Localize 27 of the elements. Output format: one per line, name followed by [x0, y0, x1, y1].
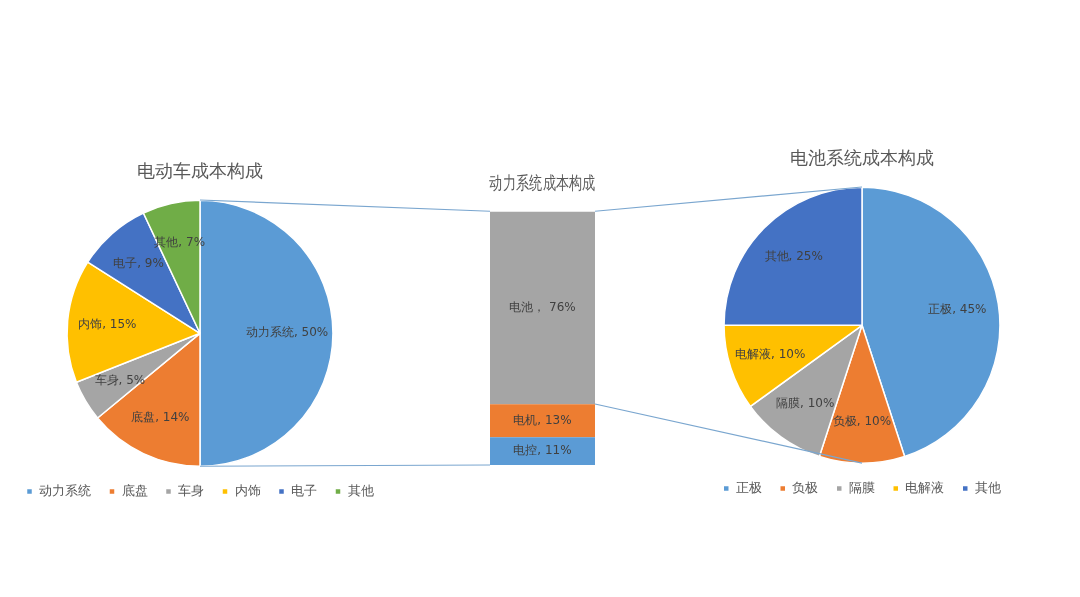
legend-label: 动力系统 — [39, 482, 91, 498]
legend-label: 底盘 — [121, 482, 148, 498]
legend-label: 其他 — [974, 479, 1001, 495]
data-label: 内饰, 15% — [78, 316, 137, 331]
legend-label: 负极 — [792, 479, 819, 495]
data-label: 电子, 9% — [113, 255, 164, 270]
data-label: 车身, 5% — [94, 372, 146, 387]
data-label: 电池， 76% — [509, 300, 576, 315]
chart-title: 动力系统成本构成 — [489, 172, 596, 195]
data-label: 电机, 13% — [513, 412, 572, 427]
data-label: 负极, 10% — [832, 413, 892, 428]
data-label: 电控, 11% — [513, 443, 572, 458]
data-label: 动力系统, 50% — [245, 325, 329, 340]
chart-title: 电池系统成本构成 — [790, 147, 934, 169]
legend-label: 电子 — [291, 482, 317, 498]
data-label: 底盘, 14% — [131, 409, 190, 424]
legend-label: 内饰 — [234, 482, 261, 498]
legend-label: 正极 — [735, 479, 762, 495]
data-label: 其他, 25% — [764, 249, 823, 264]
data-label: 隔膜, 10% — [776, 395, 835, 410]
legend-label: 其他 — [347, 482, 374, 498]
legend-label: 隔膜 — [848, 479, 875, 495]
legend-label: 电解液 — [905, 479, 945, 495]
data-label: 电解液, 10% — [735, 347, 806, 362]
chart-title: 电动车成本构成 — [137, 160, 263, 182]
data-label: 正极, 45% — [928, 302, 987, 317]
legend-label: 车身 — [178, 482, 204, 498]
